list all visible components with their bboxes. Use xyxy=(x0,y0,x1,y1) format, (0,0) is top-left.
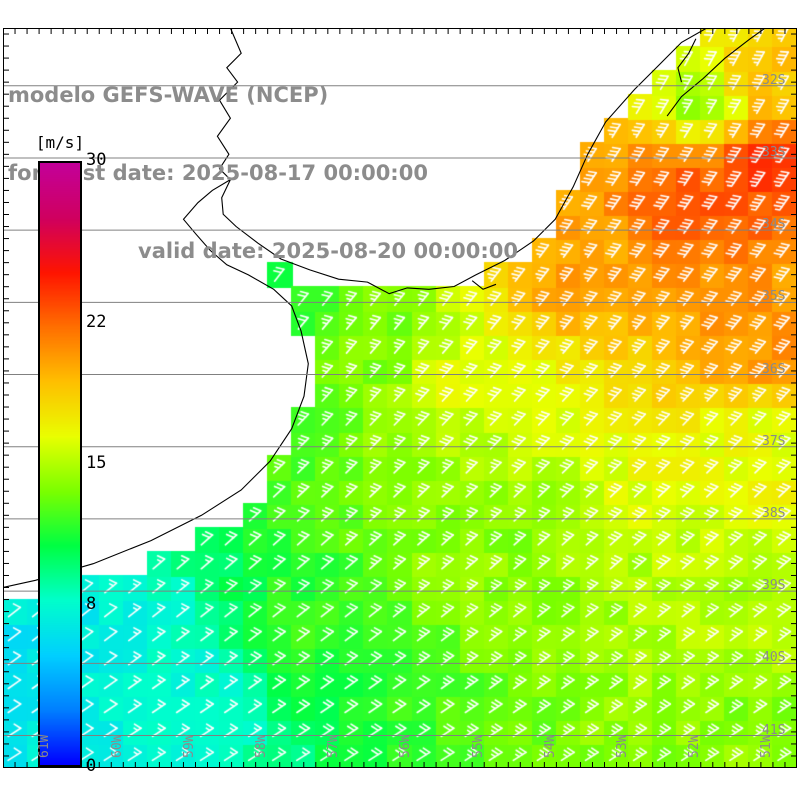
colorbar-tick-15: 15 xyxy=(86,453,107,473)
plot-area xyxy=(3,28,797,768)
colorbar-tick-22: 22 xyxy=(86,311,107,332)
longitude-label-58W: 58W xyxy=(254,734,270,758)
colorbar xyxy=(38,161,82,767)
longitude-label-60W: 60W xyxy=(109,734,125,758)
longitude-label-56W: 56W xyxy=(398,734,414,758)
longitude-label-51W: 51W xyxy=(759,734,775,758)
longitude-label-57W: 57W xyxy=(326,734,342,758)
valid-date: valid date: 2025-08-20 00:00:00 xyxy=(138,239,518,263)
coastline-overlay xyxy=(3,28,767,589)
latitude-label-39S: 39S xyxy=(762,578,786,594)
longitude-label-53W: 53W xyxy=(614,734,630,758)
colorbar-gradient xyxy=(38,161,82,767)
longitude-label-55W: 55W xyxy=(470,734,486,758)
latitude-label-32S: 32S xyxy=(762,72,786,88)
colorbar-unit-label: [m/s] xyxy=(35,133,85,152)
longitude-label-54W: 54W xyxy=(542,734,558,758)
latitude-label-40S: 40S xyxy=(762,650,786,666)
coastline-segment xyxy=(3,179,309,589)
colorbar-tick-8: 8 xyxy=(86,594,97,615)
coastline-segment xyxy=(666,28,767,117)
longitude-label-52W: 52W xyxy=(687,734,703,758)
coastline-segment xyxy=(216,28,242,180)
latitude-label-36S: 36S xyxy=(762,361,786,377)
wind-speed-heatmap xyxy=(3,28,797,768)
latitude-label-38S: 38S xyxy=(762,505,786,521)
latitude-label-35S: 35S xyxy=(762,289,786,305)
latitude-label-34S: 34S xyxy=(762,217,786,233)
coastline-segment xyxy=(471,280,497,290)
colorbar-tick-30: 30 xyxy=(86,150,107,170)
coastline-segment xyxy=(221,28,708,295)
coastline-segment xyxy=(677,38,697,83)
longitude-label-61W: 61W xyxy=(37,734,53,758)
colorbar-tick-0: 0 xyxy=(86,756,97,776)
longitude-label-59W: 59W xyxy=(181,734,197,758)
latitude-label-41S: 41S xyxy=(762,722,786,738)
model-title: modelo GEFS-WAVE (NCEP) xyxy=(8,83,329,107)
title-block: modelo GEFS-WAVE (NCEP) forecast date: 2… xyxy=(8,30,648,316)
latitude-label-37S: 37S xyxy=(762,433,786,449)
graticule-grid xyxy=(3,85,797,737)
latitude-label-33S: 33S xyxy=(762,144,786,160)
